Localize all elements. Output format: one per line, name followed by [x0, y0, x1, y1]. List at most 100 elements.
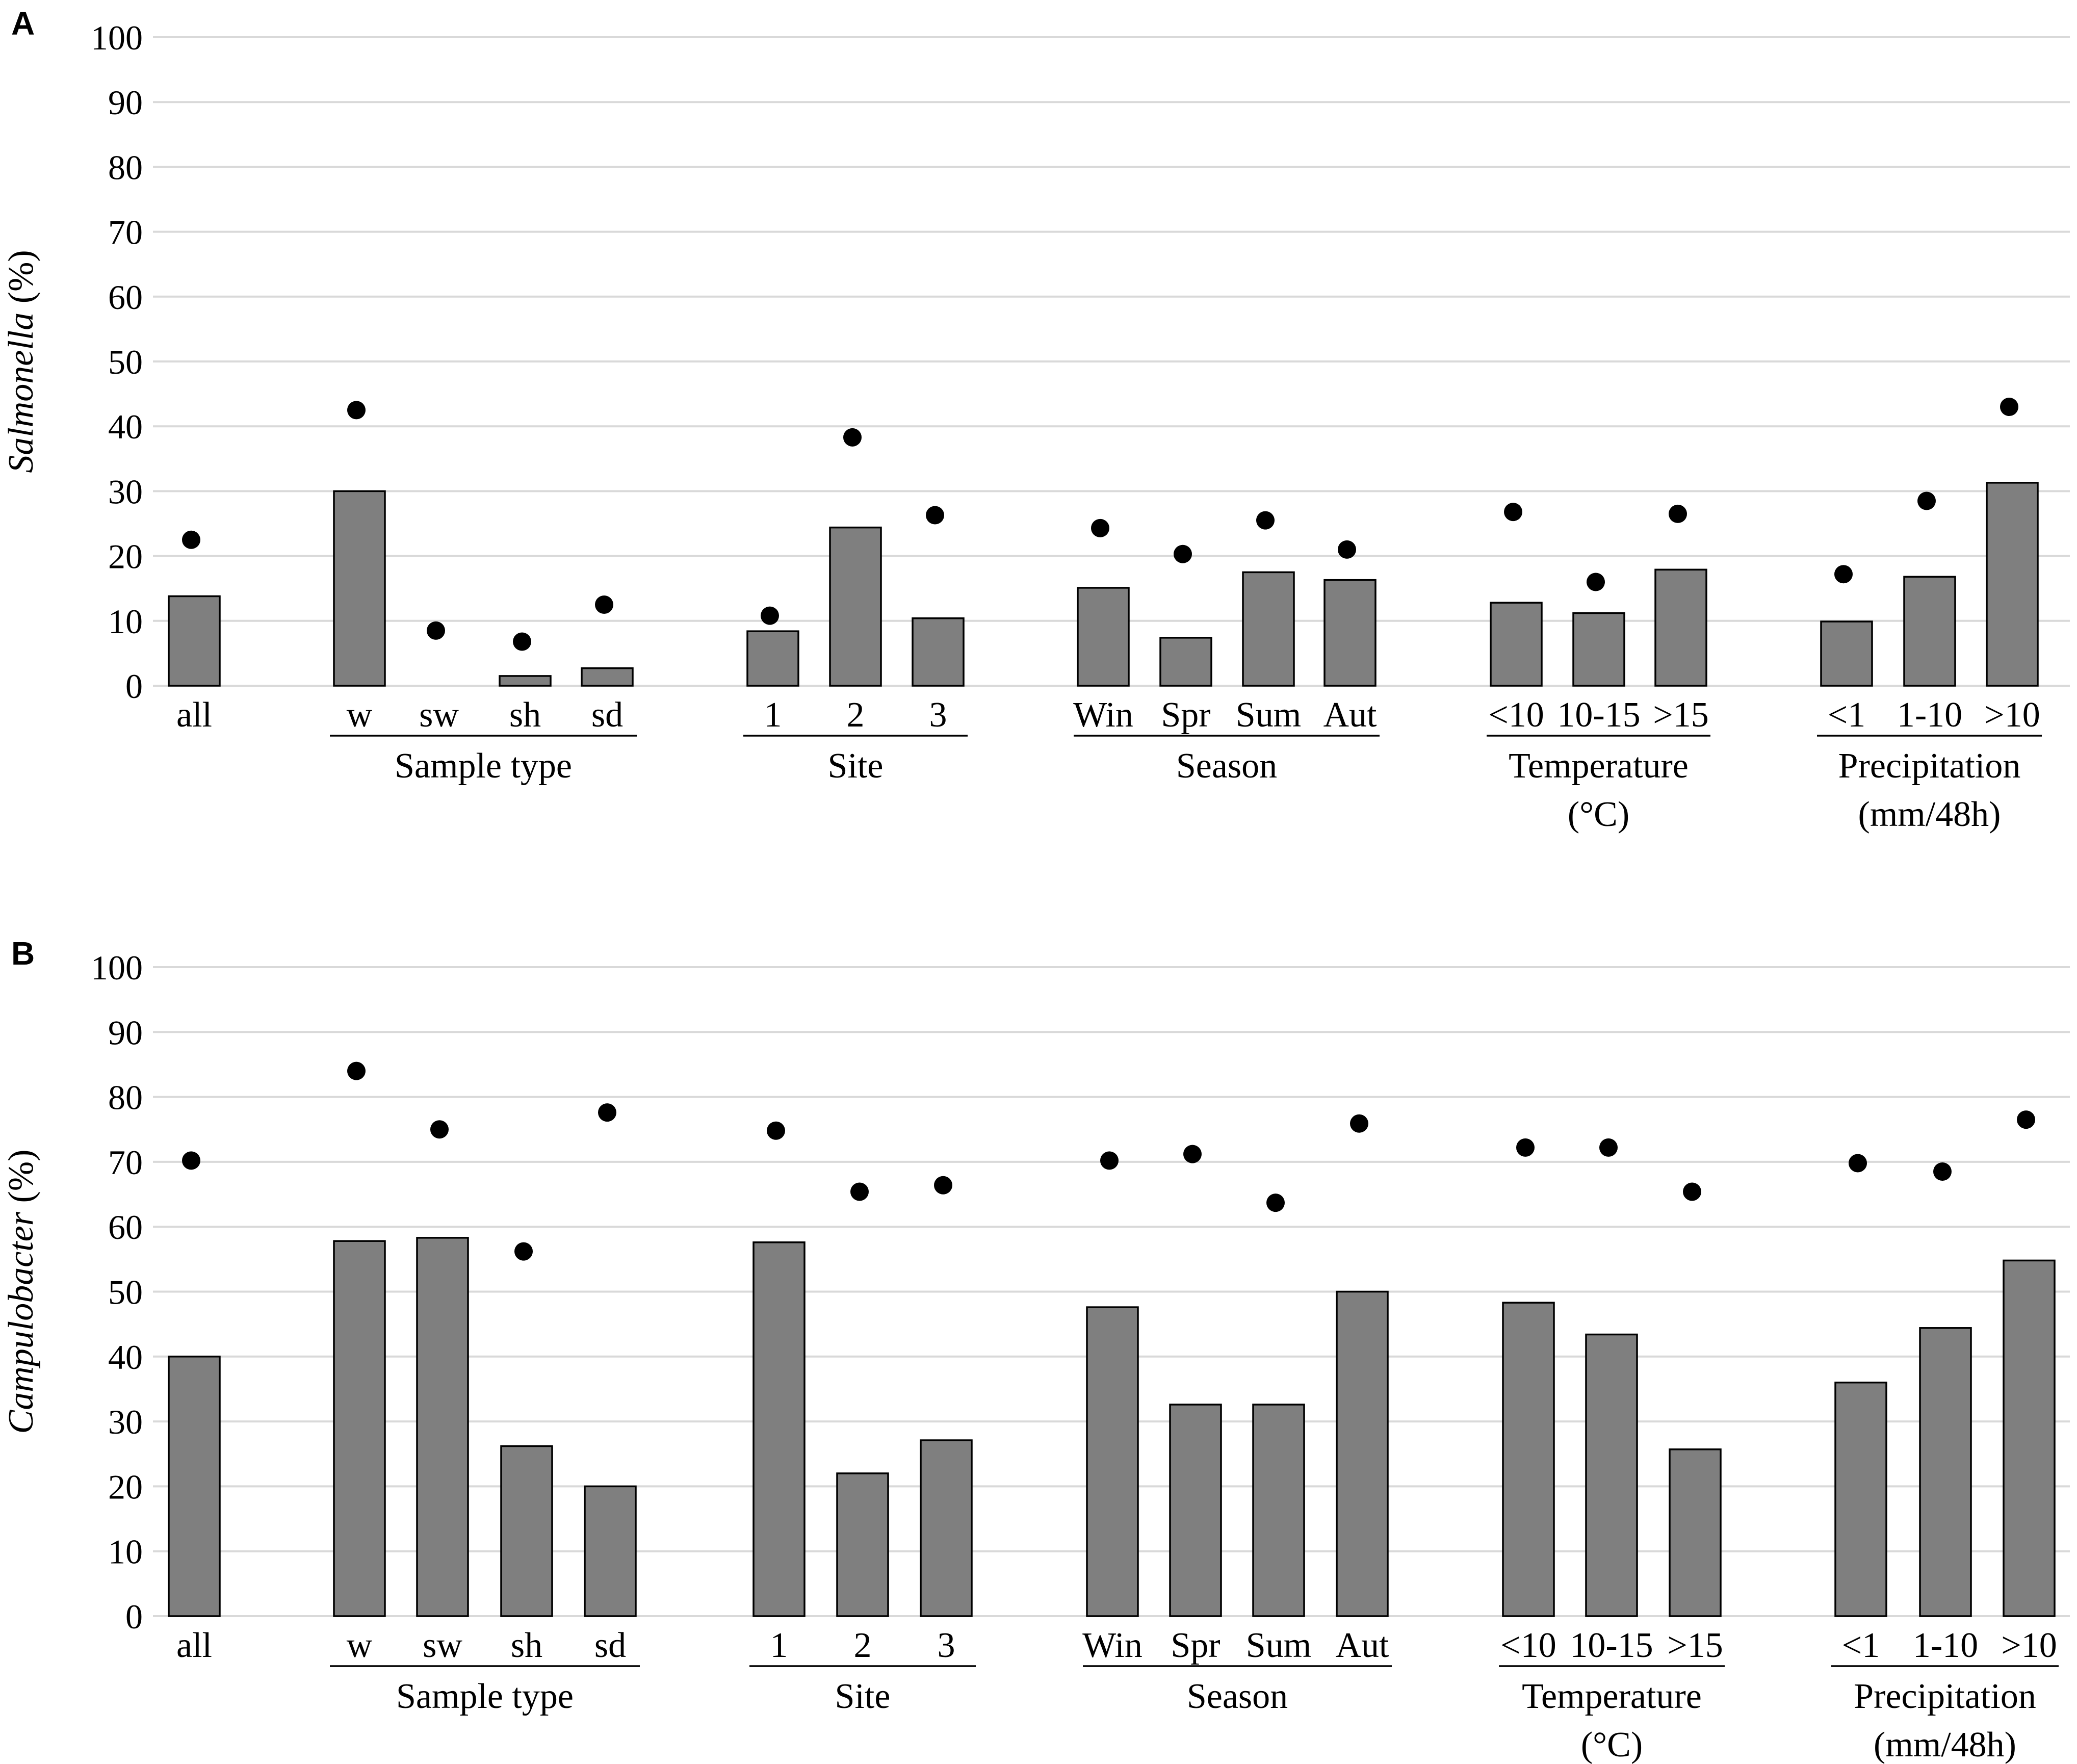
x-category-label: <1	[1842, 1626, 1880, 1665]
y-tick-label: 10	[108, 602, 143, 641]
x-category-label: Win	[1082, 1626, 1143, 1665]
dot-sh	[513, 632, 531, 651]
x-category-label: Win	[1073, 695, 1133, 735]
bar-Spr	[1159, 637, 1212, 687]
dot-1	[761, 606, 779, 625]
bar-sh	[499, 675, 552, 687]
dot-10-15	[1587, 573, 1605, 591]
y-axis-label-name: Salmonella	[2, 313, 41, 473]
bar-1	[746, 630, 799, 687]
group-label: Precipitation	[1854, 1677, 2036, 1716]
bar-<1	[1834, 1381, 1887, 1617]
bar->15	[1654, 568, 1707, 687]
dot-<1	[1849, 1154, 1867, 1173]
x-category-label: >15	[1667, 1626, 1723, 1665]
group-label: Sample type	[395, 746, 572, 786]
dot-Aut	[1350, 1114, 1368, 1133]
x-category-label: w	[347, 1626, 373, 1665]
y-tick-label: 20	[108, 1467, 143, 1506]
x-category-label: 1	[764, 695, 782, 735]
y-tick-label: 30	[108, 1403, 143, 1441]
group-label: Season	[1187, 1677, 1288, 1716]
y-tick-label: 70	[108, 213, 143, 252]
bar-Sum	[1242, 571, 1295, 687]
group-label: Site	[835, 1677, 891, 1716]
dot-3	[926, 506, 944, 525]
group-label: (°C)	[1568, 795, 1629, 834]
bar-3	[912, 617, 965, 687]
y-tick-label: 20	[108, 537, 143, 576]
dot-1-10	[1917, 491, 1936, 510]
x-category-label: 2	[854, 1626, 872, 1665]
x-category-label: 10-15	[1557, 695, 1640, 735]
x-category-label: Aut	[1323, 695, 1378, 735]
y-tick-label: 40	[108, 1338, 143, 1377]
x-category-label: 2	[847, 695, 865, 735]
dot-sw	[427, 621, 445, 640]
y-tick-label: 60	[108, 1208, 143, 1247]
y-tick-label: 30	[108, 472, 143, 511]
x-category-label: 1-10	[1897, 695, 1962, 735]
x-category-label: sd	[591, 695, 623, 735]
dot-sd	[595, 595, 613, 614]
dot->15	[1669, 504, 1687, 523]
x-category-label: sh	[509, 695, 541, 735]
bar-w	[333, 490, 386, 687]
chart-panel-a: A Salmonella (%) 0 10 20 30 40 50 60 70 80 90 100 all…	[2, 5, 2070, 834]
bar-2	[836, 1472, 889, 1617]
y-tick-label: 50	[108, 1273, 143, 1312]
bar-10-15	[1572, 612, 1625, 687]
dot-w	[347, 1061, 366, 1080]
bar-sw	[416, 1237, 469, 1617]
bar-1-10	[1903, 576, 1956, 687]
bar-Spr	[1169, 1404, 1222, 1617]
y-tick-label: 10	[108, 1533, 143, 1571]
group-label: (mm/48h)	[1858, 795, 2001, 834]
dot-all	[182, 1151, 200, 1170]
dot-2	[850, 1182, 869, 1201]
bar-all	[168, 1356, 221, 1617]
x-category-label: <1	[1828, 695, 1865, 735]
dot-Win	[1100, 1151, 1119, 1170]
y-axis-label: Salmonella (%)	[2, 250, 41, 473]
x-category-label: Sum	[1236, 695, 1301, 735]
x-category-label: >10	[2001, 1626, 2057, 1665]
bar-1-10	[1919, 1327, 1972, 1617]
x-category-label: sw	[419, 695, 459, 735]
dot-1-10	[1933, 1162, 1952, 1181]
y-tick-label: 0	[125, 667, 143, 706]
dot-sw	[430, 1120, 449, 1139]
x-category-label: >15	[1653, 695, 1708, 735]
y-tick-label: 80	[108, 148, 143, 187]
x-category-label: 1-10	[1913, 1626, 1978, 1665]
bar-2	[829, 526, 882, 687]
x-category-label: all	[176, 1626, 212, 1665]
bar-3	[920, 1439, 973, 1617]
bar-Win	[1086, 1306, 1139, 1617]
panel-letter: B	[11, 935, 35, 972]
bar-Aut	[1323, 579, 1377, 687]
y-tick-label: 90	[108, 83, 143, 122]
dot-sh	[514, 1242, 533, 1261]
bar-<1	[1820, 620, 1873, 687]
x-category-label: sd	[594, 1626, 626, 1665]
bar-Aut	[1336, 1290, 1389, 1617]
dot->10	[2000, 398, 2018, 417]
x-category-label: 3	[938, 1626, 955, 1665]
group-label: Site	[828, 746, 884, 786]
group-label: Temperature	[1509, 746, 1689, 786]
y-tick-label: 100	[91, 948, 143, 987]
x-category-label: >10	[1984, 695, 2040, 735]
bar-10-15	[1585, 1333, 1638, 1617]
group-label: (mm/48h)	[1874, 1725, 2016, 1764]
dot-Sum	[1266, 1194, 1285, 1212]
y-axis-label-unit: (%)	[2, 1150, 41, 1212]
bar-all	[168, 595, 221, 687]
x-category-label: Sum	[1246, 1626, 1311, 1665]
y-tick-label: 40	[108, 407, 143, 446]
x-category-label: 3	[929, 695, 947, 735]
y-axis-label-name: Campulobacter	[2, 1211, 41, 1434]
bar-Sum	[1252, 1404, 1305, 1617]
bar->10	[2003, 1259, 2056, 1617]
bar-sh	[500, 1445, 553, 1617]
